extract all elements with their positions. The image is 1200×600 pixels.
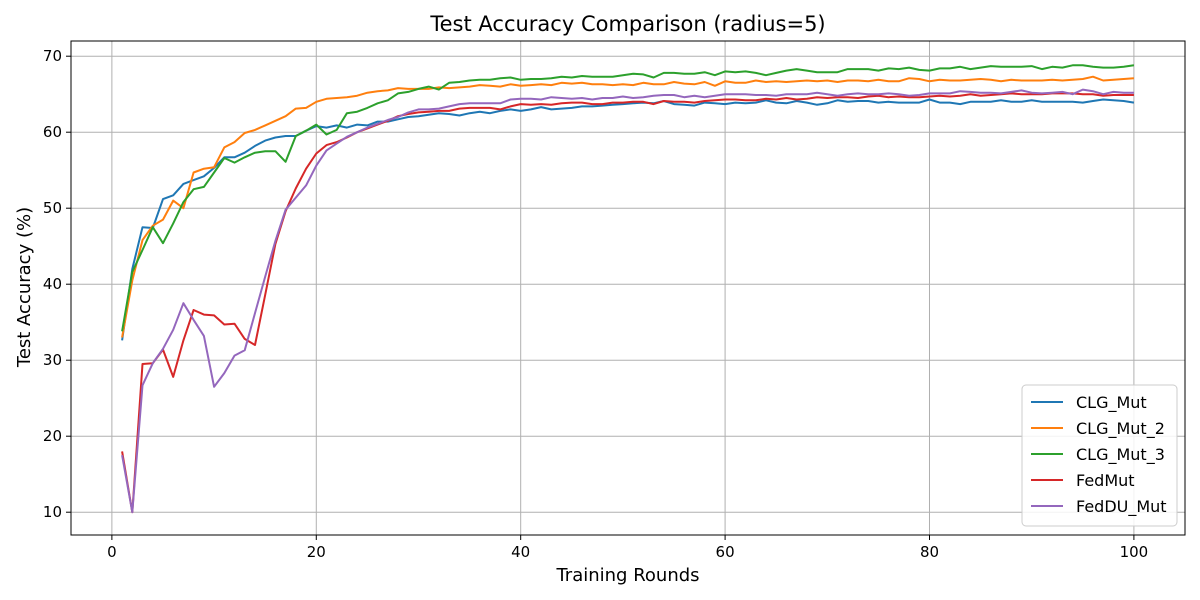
y-tick-label: 20 — [43, 427, 62, 445]
y-tick-label: 70 — [43, 47, 62, 65]
legend-label-clg-mut-2: CLG_Mut_2 — [1076, 419, 1165, 439]
legend-label-feddu-mut: FedDU_Mut — [1076, 497, 1167, 517]
y-tick-label: 60 — [43, 123, 62, 141]
x-tick-label: 60 — [716, 543, 735, 561]
legend-box — [1021, 384, 1178, 527]
x-tick-label: 100 — [1120, 543, 1149, 561]
x-tick-label: 80 — [920, 543, 939, 561]
x-tick-label: 0 — [107, 543, 117, 561]
x-axis: 0 20 40 60 80 100 — [107, 535, 1148, 561]
chart-title: Test Accuracy Comparison (radius=5) — [429, 12, 825, 36]
series-line-clg-mut — [121, 98, 1135, 341]
y-axis-label: Test Accuracy (%) — [14, 207, 35, 368]
y-axis: 10 20 30 40 50 60 70 — [43, 47, 71, 521]
legend-label-clg-mut: CLG_Mut — [1076, 393, 1147, 413]
y-tick-label: 50 — [43, 199, 62, 217]
legend-label-clg-mut-3: CLG_Mut_3 — [1076, 445, 1165, 465]
series-line-clg-mut-2 — [121, 75, 1134, 338]
x-axis-label: Training Rounds — [555, 565, 699, 586]
y-tick-label: 30 — [43, 351, 62, 369]
legend-label-fedmut: FedMut — [1076, 471, 1135, 490]
grid-lines — [71, 41, 1185, 535]
x-tick-label: 20 — [307, 543, 326, 561]
plot-frame — [70, 40, 1186, 536]
legend: CLG_Mut CLG_Mut_2 CLG_Mut_3 FedMut FedDU_Mut — [1021, 384, 1178, 527]
series-line-fedmut — [121, 92, 1134, 514]
x-tick-label: 40 — [511, 543, 530, 561]
series-layer — [121, 64, 1135, 514]
series-line-feddu-mut — [121, 88, 1134, 514]
y-tick-label: 10 — [43, 503, 62, 521]
series-line-clg-mut-3 — [121, 64, 1135, 332]
y-tick-label: 40 — [43, 275, 62, 293]
